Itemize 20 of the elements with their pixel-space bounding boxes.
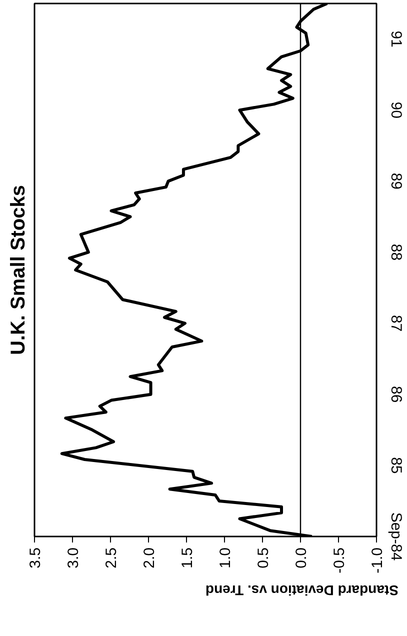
y-tick-label: 87 <box>388 314 404 332</box>
x-tick-label: 0.0 <box>293 547 310 568</box>
x-tick-label: 1.0 <box>217 547 234 568</box>
x-tick-label: -0.5 <box>331 547 348 574</box>
y-tick-label: 90 <box>388 102 404 118</box>
x-tick-label: 3.0 <box>65 547 82 568</box>
y-tick-label: 88 <box>388 244 404 261</box>
x-tick-label: 2.5 <box>103 547 120 568</box>
y-tick-label: 85 <box>388 457 404 474</box>
text: U.K. Small Stocks <box>8 184 30 356</box>
x-axis-title: Standard Deviation vs. Trend <box>206 582 398 598</box>
y-tick-label: 86 <box>388 386 404 403</box>
y-tick-label: 89 <box>388 172 404 190</box>
x-tick-label: -1.0 <box>369 547 386 574</box>
x-tick-label: 0.5 <box>255 547 272 568</box>
y-tick-label: Sep-84 <box>388 512 404 561</box>
x-tick-label: 3.5 <box>27 547 44 568</box>
x-tick-label: 2.0 <box>141 547 158 568</box>
x-tick-label: 1.5 <box>179 547 196 568</box>
y-tick-label: 91 <box>388 30 404 48</box>
